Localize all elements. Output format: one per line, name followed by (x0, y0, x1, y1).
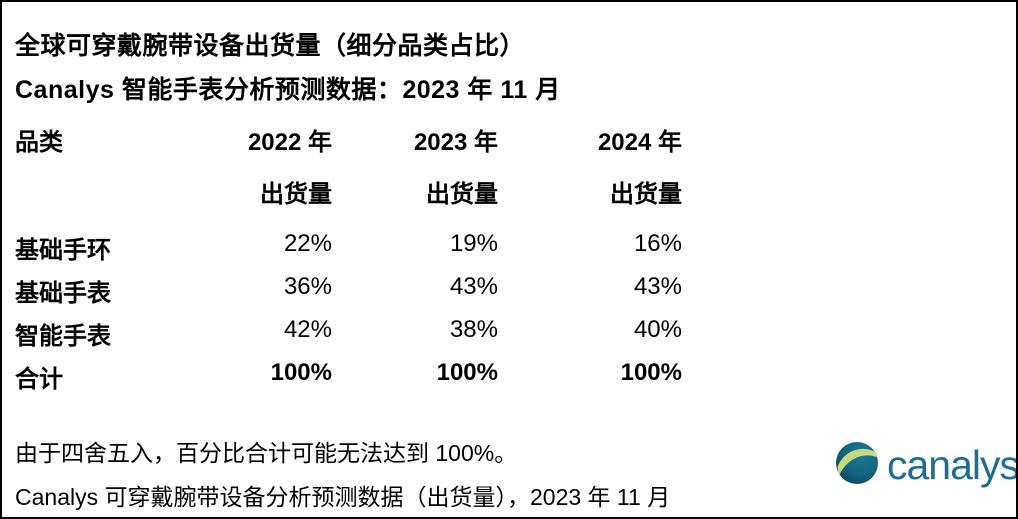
column-header-category: 品类 (15, 129, 63, 156)
row-label-total: 合计 (15, 366, 63, 393)
value-smartwatch-2023: 38% (449, 316, 498, 343)
value-basic-watch-2024: 43% (633, 273, 682, 300)
value-basic-band-2022: 22% (283, 230, 332, 257)
row-label-smartwatch: 智能手表 (15, 323, 111, 350)
value-smartwatch-2022: 42% (283, 316, 332, 343)
value-total-2024: 100% (620, 359, 682, 386)
value-total-2023: 100% (436, 359, 498, 386)
column-header-year-2022: 2022 年 (247, 129, 332, 156)
page-title: 全球可穿戴腕带设备出货量（细分品类占比） (15, 32, 526, 60)
shipment-share-table: 品类 2022 年 2023 年 2024 年 出货量 出货量 出货量 基础手环… (15, 122, 682, 402)
value-basic-band-2023: 19% (449, 230, 498, 257)
unit-label-2022: 出货量 (260, 181, 332, 208)
value-basic-band-2024: 16% (633, 230, 682, 257)
row-label-basic-watch: 基础手表 (15, 280, 111, 307)
footnotes: 由于四舍五入，百分比合计可能无法达到 100%。 Canalys 可穿戴腕带设备… (15, 431, 671, 517)
unit-label-2023: 出货量 (426, 181, 498, 208)
value-basic-watch-2022: 36% (283, 273, 332, 300)
canalys-wordmark: canalys (887, 442, 1018, 488)
value-smartwatch-2024: 40% (633, 316, 682, 343)
value-basic-watch-2023: 43% (449, 273, 498, 300)
row-label-basic-band: 基础手环 (15, 237, 111, 264)
footnote-rounding: 由于四舍五入，百分比合计可能无法达到 100%。 (15, 440, 518, 466)
canalys-globe-icon (834, 440, 880, 491)
footnote-source: Canalys 可穿戴腕带设备分析预测数据（出货量），2023 年 11 月 (15, 484, 671, 510)
spacer-cell (15, 174, 202, 230)
page-subtitle: Canalys 智能手表分析预测数据：2023 年 11 月 (15, 76, 561, 104)
unit-label-2024: 出货量 (610, 181, 682, 208)
column-header-year-2024: 2024 年 (597, 129, 682, 156)
canalys-logo: canalys (834, 439, 1018, 491)
value-total-2022: 100% (270, 359, 332, 386)
column-header-year-2023: 2023 年 (413, 129, 498, 156)
